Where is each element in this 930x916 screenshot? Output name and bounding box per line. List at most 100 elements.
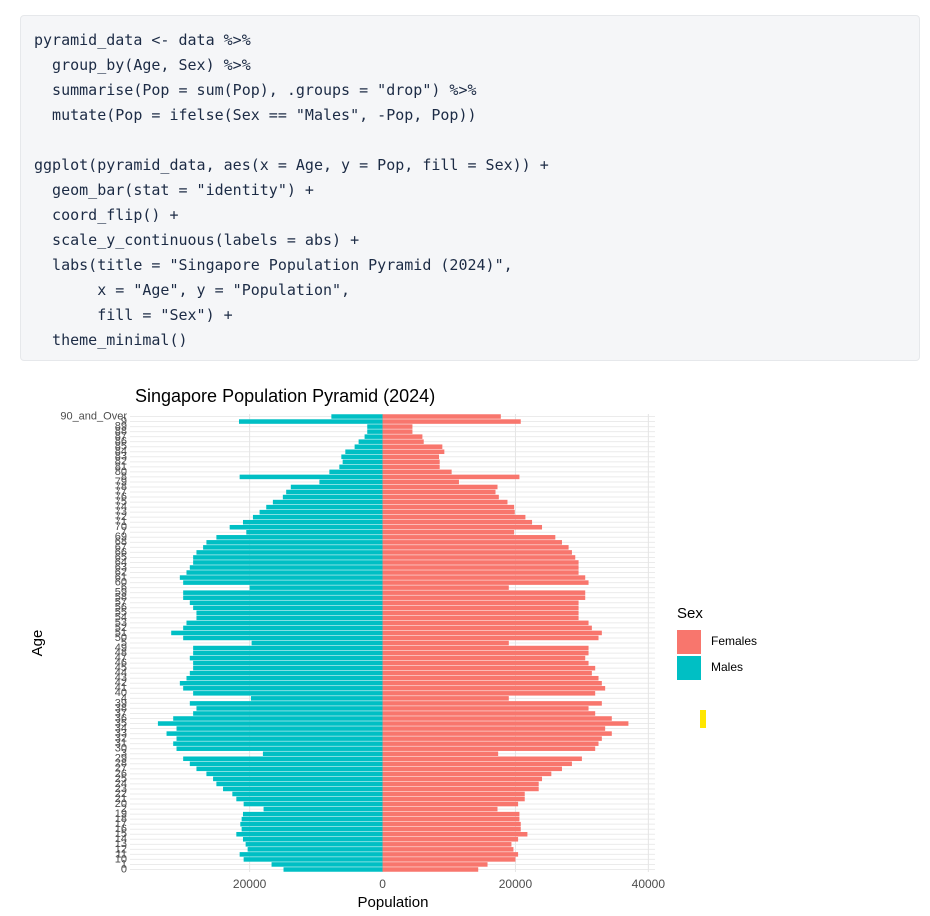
- bar: [382, 550, 572, 555]
- bar: [382, 464, 440, 470]
- bar: [382, 489, 496, 495]
- bar: [382, 691, 596, 696]
- y-tick-label: 55: [115, 607, 127, 619]
- bar: [183, 635, 383, 641]
- bar: [193, 645, 383, 651]
- y-tick-label: 52: [115, 622, 127, 634]
- bar: [382, 811, 520, 817]
- chart: Singapore Population Pyramid (2024) Popu…: [29, 386, 757, 911]
- y-tick-label: 70: [115, 521, 127, 533]
- bar: [382, 741, 599, 746]
- y-tick-label: 34: [115, 722, 127, 734]
- y-tick-label: 66: [115, 546, 127, 558]
- bar: [382, 429, 413, 434]
- bar: [382, 680, 602, 686]
- y-tick-label: 33: [115, 727, 127, 739]
- code-line: pyramid_data <- data %>%: [34, 31, 251, 49]
- bar: [193, 665, 383, 671]
- y-tick-label: 83: [115, 451, 127, 463]
- bar: [262, 751, 383, 756]
- bar: [382, 620, 589, 626]
- bar: [166, 731, 383, 736]
- bar: [183, 590, 383, 595]
- x-tick-label: 0: [379, 877, 386, 891]
- bar: [189, 565, 383, 570]
- bar: [331, 414, 383, 419]
- bar: [183, 625, 383, 631]
- y-tick-label: 65: [115, 551, 127, 563]
- bar: [266, 504, 383, 510]
- code-line: scale_y_continuous(labels = abs) +: [34, 231, 360, 249]
- bar: [382, 484, 498, 490]
- bar: [382, 575, 586, 580]
- y-tick-label: 20: [115, 798, 127, 810]
- legend-swatch: [677, 630, 701, 654]
- bar: [382, 806, 498, 812]
- y-tick-label: 16: [115, 823, 127, 835]
- bar: [238, 419, 383, 424]
- bar: [176, 736, 383, 741]
- y-tick-label: 23: [115, 783, 127, 795]
- bar: [382, 751, 499, 756]
- y-tick-label: 71: [115, 516, 127, 528]
- y-tick-label: 61: [115, 571, 127, 583]
- bar: [382, 711, 596, 716]
- y-tick-label: 43: [115, 672, 127, 684]
- code-line: theme_minimal(): [34, 331, 188, 349]
- bar: [358, 439, 383, 444]
- bar: [241, 826, 383, 832]
- code-line: labs(title = "Singapore Population Pyram…: [34, 256, 513, 274]
- bar: [382, 509, 515, 515]
- y-tick-label: 24: [115, 778, 127, 790]
- y-tick-label: 48: [115, 647, 127, 659]
- y-axis-label: Age: [29, 630, 46, 657]
- y-tick-label: 73: [115, 506, 127, 518]
- y-tick-label: 38: [115, 702, 127, 714]
- bar: [382, 701, 602, 706]
- y-tick-label: 76: [115, 491, 127, 503]
- bar: [382, 504, 515, 510]
- y-tick-label: 8: [121, 471, 127, 483]
- y-tick-label: 31: [115, 738, 127, 750]
- y-tick-label: 39: [115, 697, 127, 709]
- legend-swatch: [677, 656, 701, 680]
- bar: [189, 701, 383, 706]
- y-tick-label: 50: [115, 632, 127, 644]
- bar: [189, 761, 383, 767]
- bar: [223, 786, 383, 792]
- bar: [242, 837, 383, 842]
- y-tick-label: 62: [115, 566, 127, 578]
- bar: [282, 494, 383, 500]
- bar: [382, 731, 612, 736]
- bar: [382, 726, 606, 731]
- code-line: mutate(Pop = ifelse(Sex == "Males", -Pop…: [34, 106, 477, 124]
- bar: [382, 514, 526, 520]
- bar: [382, 756, 582, 762]
- bar: [242, 519, 383, 525]
- bar: [382, 640, 509, 646]
- legend-label: Males: [711, 660, 743, 674]
- y-tick-label: 10: [115, 853, 127, 865]
- y-tick-label: 49: [115, 642, 127, 654]
- bar: [250, 696, 383, 701]
- bar: [382, 459, 440, 465]
- bar: [179, 680, 383, 686]
- chart-title: Singapore Population Pyramid (2024): [135, 386, 435, 406]
- bar: [247, 847, 383, 852]
- y-tick-label: 9: [121, 415, 127, 427]
- bar: [252, 514, 383, 520]
- bar: [382, 560, 579, 565]
- y-tick-label: 82: [115, 456, 127, 468]
- bar: [382, 600, 579, 606]
- bar: [364, 434, 383, 439]
- bar: [382, 540, 562, 545]
- y-tick-label: 4: [121, 692, 127, 704]
- bar: [382, 736, 602, 741]
- legend-label: Females: [711, 634, 757, 648]
- y-tick-label: 25: [115, 773, 127, 785]
- bar: [193, 660, 383, 666]
- y-tick-label: 60: [115, 577, 127, 589]
- y-tick-label: 27: [115, 763, 127, 775]
- bar: [186, 570, 383, 575]
